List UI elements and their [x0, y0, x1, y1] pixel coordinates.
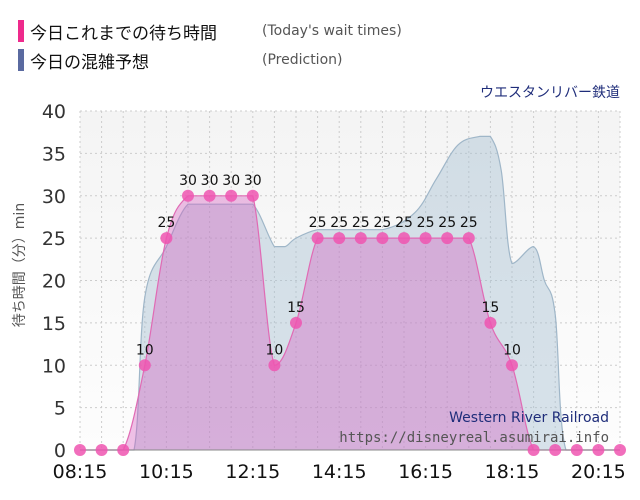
legend-label-prediction: 今日の混雑予想	[30, 52, 149, 73]
data-label: 25	[395, 215, 413, 231]
today-point	[376, 232, 389, 245]
today-point	[246, 189, 259, 202]
legend-note-prediction: (Prediction)	[262, 52, 343, 68]
today-point	[570, 444, 583, 456]
today-point	[333, 232, 346, 245]
y-tick-label: 30	[42, 186, 66, 208]
watermark-name: Western River Railroad	[449, 410, 609, 426]
legend-today: 今日これまでの待ち時間 (Today's wait times)	[18, 18, 402, 44]
today-point	[398, 232, 410, 245]
today-point	[549, 444, 562, 456]
data-label: 25	[438, 215, 456, 231]
legend-note-today: (Today's wait times)	[262, 23, 402, 39]
today-point	[182, 189, 194, 202]
y-axis-label: 待ち時間（分）min	[12, 203, 28, 327]
today-point	[462, 232, 475, 245]
legend-swatch-prediction	[18, 49, 24, 71]
today-point	[614, 444, 626, 456]
x-tick-label: 18:15	[485, 461, 540, 483]
attraction-name: ウエスタンリバー鉄道	[480, 85, 620, 101]
data-label: 25	[417, 215, 435, 231]
legend-prediction: 今日の混雑予想 (Prediction)	[18, 47, 342, 73]
y-tick-label: 35	[42, 143, 66, 165]
y-tick-label: 0	[54, 440, 66, 462]
y-tick-label: 10	[42, 355, 66, 377]
x-tick-label: 20:15	[571, 461, 626, 483]
y-tick-label: 15	[42, 313, 66, 335]
y-tick-label: 25	[42, 228, 66, 250]
y-tick-label: 20	[42, 271, 66, 293]
today-point	[268, 359, 281, 372]
today-point	[419, 232, 432, 245]
today-point	[95, 444, 108, 456]
data-label: 25	[352, 215, 370, 231]
data-label: 10	[265, 342, 283, 358]
x-tick-label: 14:15	[312, 461, 367, 483]
today-point	[506, 359, 518, 372]
today-point	[138, 359, 151, 372]
data-label: 25	[373, 215, 391, 231]
today-point	[225, 189, 238, 202]
data-label: 30	[244, 173, 262, 189]
today-area	[80, 195, 620, 450]
x-tick-label: 10:15	[139, 461, 194, 483]
data-label: 10	[503, 342, 521, 358]
today-point	[74, 444, 86, 456]
data-label: 30	[222, 173, 240, 189]
today-point	[203, 189, 216, 202]
legend-swatch-today	[18, 20, 24, 42]
data-label: 15	[481, 300, 499, 316]
today-point	[527, 444, 540, 456]
legend-label-today: 今日これまでの待ち時間	[30, 23, 217, 44]
today-point	[290, 316, 302, 329]
today-point	[484, 316, 497, 329]
data-label: 10	[136, 342, 154, 358]
y-tick-label: 40	[42, 101, 66, 123]
data-label: 25	[460, 215, 478, 231]
today-point	[592, 444, 605, 456]
prediction-area	[80, 136, 620, 450]
today-point	[311, 232, 324, 245]
x-tick-label: 16:15	[398, 461, 453, 483]
x-tick-label: 08:15	[53, 461, 108, 483]
data-label: 25	[330, 215, 348, 231]
y-tick-label: 5	[54, 398, 66, 420]
data-label: 25	[309, 215, 327, 231]
data-label: 30	[201, 173, 219, 189]
data-label: 30	[179, 173, 197, 189]
today-point	[160, 232, 173, 245]
data-label: 15	[287, 300, 305, 316]
today-point	[117, 444, 130, 456]
today-point	[354, 232, 367, 245]
data-label: 25	[157, 215, 175, 231]
watermark-url: https://disneyreal.asumirai.info	[339, 430, 609, 446]
today-point	[441, 232, 454, 245]
x-tick-label: 12:15	[225, 461, 280, 483]
